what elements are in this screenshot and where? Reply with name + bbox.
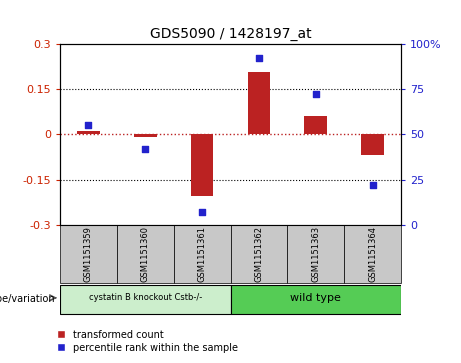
Bar <box>230 225 287 283</box>
Point <box>255 55 263 61</box>
Bar <box>60 225 117 283</box>
Bar <box>117 225 174 283</box>
Text: GSM1151362: GSM1151362 <box>254 226 263 282</box>
Point <box>369 182 376 188</box>
Bar <box>344 225 401 283</box>
Text: GSM1151360: GSM1151360 <box>141 226 150 282</box>
Bar <box>134 134 157 137</box>
Bar <box>60 285 230 314</box>
Point <box>198 209 206 215</box>
Text: genotype/variation: genotype/variation <box>0 294 55 305</box>
Text: GSM1151363: GSM1151363 <box>311 226 320 282</box>
Bar <box>174 225 230 283</box>
Bar <box>230 285 401 314</box>
Text: GSM1151361: GSM1151361 <box>198 226 207 282</box>
Point <box>312 91 319 97</box>
Title: GDS5090 / 1428197_at: GDS5090 / 1428197_at <box>150 27 311 41</box>
Text: cystatin B knockout Cstb-/-: cystatin B knockout Cstb-/- <box>89 293 202 302</box>
Text: GSM1151359: GSM1151359 <box>84 226 93 282</box>
Text: wild type: wild type <box>290 293 341 303</box>
Point <box>85 122 92 128</box>
Bar <box>287 225 344 283</box>
Bar <box>304 116 327 134</box>
Legend: transformed count, percentile rank within the sample: transformed count, percentile rank withi… <box>56 328 240 355</box>
Bar <box>191 134 213 196</box>
Point <box>142 146 149 152</box>
Bar <box>248 72 270 134</box>
Bar <box>77 131 100 134</box>
Text: GSM1151364: GSM1151364 <box>368 226 377 282</box>
Bar <box>361 134 384 155</box>
